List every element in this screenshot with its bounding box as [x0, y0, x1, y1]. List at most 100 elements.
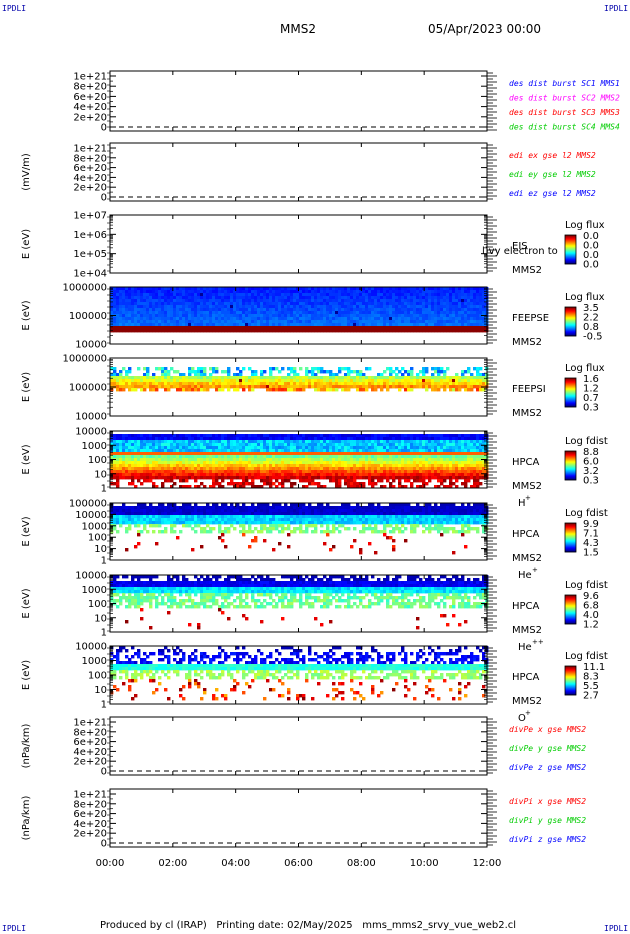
spectrogram-cell	[377, 476, 381, 480]
spectrogram-cell	[269, 385, 273, 389]
spectrogram-cell	[311, 323, 315, 327]
y-axis-label: E (eV)	[21, 229, 32, 259]
spectrogram-cell	[431, 367, 435, 371]
spectrogram-cell	[467, 379, 471, 383]
spectrogram-cell	[272, 379, 276, 383]
spectrogram-cell	[164, 470, 168, 474]
spectrogram-cell	[212, 455, 216, 459]
spectrogram-cell	[425, 464, 429, 468]
spectrogram-cell	[413, 443, 417, 447]
spectrogram-cell	[194, 446, 198, 450]
spectrogram-cell	[359, 470, 363, 474]
spectrogram-cell	[188, 379, 192, 383]
spectrogram-cell	[392, 479, 396, 483]
spectrogram-cell	[290, 320, 294, 324]
spectrogram-cell	[320, 317, 324, 321]
spectrogram-cell	[320, 382, 324, 386]
spectrogram-cell	[314, 376, 318, 380]
spectrogram-cell	[137, 479, 141, 483]
spectrogram-cell	[278, 302, 282, 306]
spectrogram-cell	[221, 320, 225, 324]
spectrogram-cell	[191, 473, 195, 477]
spectrogram-cell	[365, 385, 369, 389]
spectrogram-cell	[221, 302, 225, 306]
spectrogram-cell	[272, 464, 276, 468]
spectrogram-cell	[359, 317, 363, 321]
spectrogram-cell	[473, 290, 477, 294]
spectrogram-cell	[425, 379, 429, 383]
spectrogram-cell	[275, 314, 279, 318]
spectrogram-cell	[221, 467, 225, 471]
spectrogram-cell	[344, 476, 348, 480]
spectrogram-cell	[437, 320, 441, 324]
spectrogram-cell	[179, 437, 183, 441]
spectrogram-cell	[296, 308, 300, 312]
spectrogram-cell	[335, 437, 339, 441]
spectrogram-cell	[305, 314, 309, 318]
spectrogram-cell	[302, 311, 306, 315]
spectrogram-cell	[404, 311, 408, 315]
spectrogram-cell	[458, 329, 462, 333]
spectrogram-cell	[161, 299, 165, 303]
spectrogram-cell	[110, 317, 114, 321]
spectrogram-cell	[203, 290, 207, 294]
spectrogram-cell	[275, 379, 279, 383]
spectrogram-cell	[239, 470, 243, 474]
spectrogram-cell	[359, 458, 363, 462]
spectrogram-cell	[380, 434, 384, 438]
spectrogram-cell	[473, 323, 477, 327]
spectrogram-cell	[320, 458, 324, 462]
spectrogram-cell	[239, 443, 243, 447]
spectrogram-cell	[158, 329, 162, 333]
spectrogram-cell	[389, 440, 393, 444]
spectrogram-cell	[230, 443, 234, 447]
spectrogram-cell	[146, 464, 150, 468]
spectrogram-cell	[260, 458, 264, 462]
spectrogram-cell	[272, 317, 276, 321]
spectrogram-cell	[344, 329, 348, 333]
spectrogram-cell	[341, 305, 345, 309]
spectrogram-cell	[266, 302, 270, 306]
spectrogram-cell	[161, 467, 165, 471]
spectrogram-cell	[146, 311, 150, 315]
spectrogram-cell	[371, 311, 375, 315]
spectrogram-cell	[314, 293, 318, 297]
spectrogram-cell	[248, 470, 252, 474]
spectrogram-cell	[188, 461, 192, 465]
spectrogram-cell	[416, 302, 420, 306]
colorbar-swatch	[565, 307, 576, 309]
spectrogram-cell	[209, 464, 213, 468]
spectrogram-cell	[287, 464, 291, 468]
spectrogram-cell	[482, 311, 486, 315]
spectrogram-cell	[215, 458, 219, 462]
spectrogram-cell	[206, 446, 210, 450]
spectrogram-cell	[185, 323, 189, 327]
spectrogram-cell	[338, 464, 342, 468]
spectrogram-cell	[173, 452, 177, 456]
spectrogram-cell	[209, 461, 213, 465]
spectrogram-cell	[419, 293, 423, 297]
spectrogram-cell	[161, 373, 165, 377]
spectrogram-cell	[227, 461, 231, 465]
spectrogram-cell	[272, 314, 276, 318]
spectrogram-cell	[326, 293, 330, 297]
colorbar-swatch	[565, 308, 576, 310]
spectrogram-cell	[176, 437, 180, 441]
spectrogram-cell	[398, 293, 402, 297]
spectrogram-cell	[143, 449, 147, 453]
spectrogram-cell	[431, 434, 435, 438]
spectrogram-cell	[317, 320, 321, 324]
spectrogram-cell	[209, 302, 213, 306]
spectrogram-cell	[359, 440, 363, 444]
spectrogram-cell	[314, 446, 318, 450]
spectrogram-cell	[359, 449, 363, 453]
spectrogram-cell	[278, 443, 282, 447]
spectrogram-cell	[344, 373, 348, 377]
spectrogram-cell	[203, 296, 207, 300]
spectrogram-cell	[170, 446, 174, 450]
spectrogram-cell	[356, 434, 360, 438]
spectrogram-cell	[167, 446, 171, 450]
spectrogram-cell	[161, 308, 165, 312]
spectrogram-cell	[314, 385, 318, 389]
